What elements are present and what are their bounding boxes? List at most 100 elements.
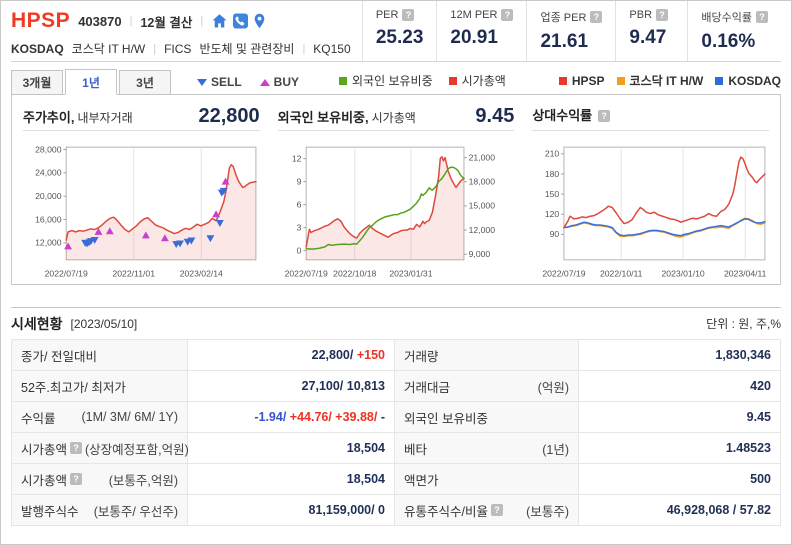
svg-text:210: 210 bbox=[545, 149, 560, 159]
row-value: 1,830,346 bbox=[578, 339, 781, 371]
chart-subtitle: 시가총액 bbox=[371, 111, 416, 125]
home-icon[interactable] bbox=[211, 13, 228, 29]
row-label: 시가총액 bbox=[21, 442, 68, 457]
svg-text:21,000: 21,000 bbox=[468, 152, 495, 162]
svg-text:15,000: 15,000 bbox=[468, 201, 495, 211]
row-label-sub: (억원) bbox=[537, 380, 569, 395]
row-label: 유통주식수/비율 bbox=[404, 504, 488, 519]
row-label: 종가/ 전일대비 bbox=[21, 349, 97, 364]
svg-text:3: 3 bbox=[296, 222, 301, 232]
row-value: 18,504 bbox=[187, 432, 395, 464]
row-label: 시가총액 bbox=[21, 473, 68, 488]
help-icon[interactable]: ? bbox=[501, 9, 514, 21]
sell-legend: SELL bbox=[197, 75, 242, 89]
stat-label: PBR bbox=[629, 9, 653, 21]
legend-hpsp: HPSP bbox=[558, 74, 605, 88]
market-name: KOSDAQ bbox=[11, 41, 64, 56]
row-value: 46,928,068 / 57.82 bbox=[578, 494, 781, 526]
foreign-marketcap-chart: 2022/07/19 2022/10/18 2023/01/31 0 3 6 9 12 9,00… bbox=[284, 146, 495, 279]
help-icon[interactable]: ? bbox=[402, 9, 415, 21]
stat-12m-per: 12M PER? 20.91 bbox=[437, 1, 528, 61]
stat-value: 25.23 bbox=[375, 27, 424, 48]
stat-industry-per: 업종 PER? 21.61 bbox=[527, 1, 617, 61]
relative-return-chart: 2022/07/19 2022/10/11 2023/01/10 2023/04/11… bbox=[543, 146, 767, 279]
fics-sector: 반도체 및 관련장비 bbox=[199, 42, 295, 56]
legend-swatch bbox=[715, 76, 724, 85]
stat-label: 업종 PER bbox=[540, 12, 587, 24]
svg-text:2022/07/19: 2022/07/19 bbox=[284, 269, 327, 279]
chart-title: 외국인 보유비중, bbox=[277, 110, 369, 125]
trade-legend: SELL BUY bbox=[197, 75, 299, 89]
company-header: HPSP 403870 | 12월 결산 | KOSDAQ 코스닥 IT H/W… bbox=[11, 1, 781, 62]
svg-text:2023/04/11: 2023/04/11 bbox=[724, 269, 767, 279]
divider: | bbox=[153, 42, 157, 55]
buy-legend: BUY bbox=[259, 75, 299, 89]
row-label-sub: (상장예정포함,억원) bbox=[85, 442, 189, 457]
tab-3years[interactable]: 3년 bbox=[119, 70, 171, 95]
svg-text:2022/07/19: 2022/07/19 bbox=[45, 269, 88, 279]
svg-text:6: 6 bbox=[296, 199, 301, 209]
stat-label: 12M PER bbox=[450, 9, 498, 21]
table-row: 종가/ 전일대비 22,800/ +150 거래량 1,830,346 bbox=[11, 339, 781, 371]
price-chart-panel: 주가추이, 내부자거래 22,800 2022/07/19 2022/11/01 2… bbox=[14, 105, 269, 284]
divider: | bbox=[302, 42, 306, 55]
stat-per: PER? 25.23 bbox=[363, 1, 438, 61]
fics-label: FICS bbox=[164, 41, 192, 56]
row-value: 420 bbox=[578, 370, 781, 402]
row-label-sub: (1M/ 3M/ 6M/ 1Y) bbox=[81, 410, 178, 424]
legend-market-cap: 시가총액 bbox=[448, 72, 506, 89]
current-price: 22,800 bbox=[198, 105, 260, 127]
legend-swatch bbox=[558, 76, 567, 85]
svg-text:12,000: 12,000 bbox=[35, 238, 62, 248]
chart-subtitle: 내부자거래 bbox=[77, 111, 133, 125]
svg-text:2022/07/19: 2022/07/19 bbox=[543, 269, 586, 279]
company-identity: HPSP 403870 | 12월 결산 | KOSDAQ 코스닥 IT H/W… bbox=[11, 1, 351, 61]
chart-title: 상대수익률 bbox=[532, 108, 593, 123]
help-icon[interactable]: ? bbox=[70, 442, 83, 454]
stat-dividend-yield: 배당수익률? 0.16% bbox=[688, 1, 781, 61]
buy-triangle-icon bbox=[259, 78, 270, 86]
charts-container: 주가추이, 내부자거래 22,800 2022/07/19 2022/11/01 2… bbox=[11, 94, 781, 285]
settlement-month: 12월 결산 bbox=[140, 15, 193, 30]
svg-text:2022/11/01: 2022/11/01 bbox=[112, 269, 155, 279]
stat-value: 9.47 bbox=[629, 27, 667, 48]
row-value: 500 bbox=[578, 463, 781, 495]
stat-value: 20.91 bbox=[450, 27, 498, 48]
table-row: 시가총액? (보통주,억원) 18,504 액면가 500 bbox=[11, 463, 781, 495]
stock-code: 403870 bbox=[78, 13, 122, 29]
row-value: 9.45 bbox=[578, 401, 781, 433]
row-label-sub: (보통주) bbox=[526, 504, 569, 519]
help-icon[interactable]: ? bbox=[656, 9, 669, 21]
row-label: 외국인 보유비중 bbox=[404, 411, 488, 426]
legend-swatch bbox=[616, 76, 625, 85]
svg-text:12,000: 12,000 bbox=[468, 225, 495, 235]
help-icon[interactable]: ? bbox=[590, 11, 603, 23]
help-icon[interactable]: ? bbox=[490, 504, 503, 516]
row-label: 52주.최고가/ 최저가 bbox=[21, 380, 126, 395]
legend-kosdaq-it: 코스닥 IT H/W bbox=[616, 72, 703, 89]
divider: | bbox=[200, 15, 204, 27]
row-label: 거래량 bbox=[404, 349, 439, 364]
row-label: 거래대금 bbox=[404, 380, 451, 395]
tab-1year[interactable]: 1년 bbox=[65, 69, 117, 95]
phone-icon[interactable] bbox=[232, 13, 249, 29]
row-value: -1.94/ +44.76/ +39.88/ - bbox=[187, 401, 395, 433]
chart-title: 주가추이, bbox=[23, 110, 75, 125]
relative-return-chart-panel: 상대수익률 ? 2022/07/19 2022/10/11 2023/01/10 20… bbox=[523, 105, 778, 284]
help-icon[interactable]: ? bbox=[756, 11, 768, 23]
svg-text:90: 90 bbox=[550, 229, 560, 239]
row-value: 18,504 bbox=[187, 463, 395, 495]
svg-text:24,000: 24,000 bbox=[35, 168, 62, 178]
divider bbox=[277, 130, 515, 131]
row-value: 27,100/ 10,813 bbox=[187, 370, 395, 402]
location-pin-icon[interactable] bbox=[253, 13, 266, 29]
tab-3months[interactable]: 3개월 bbox=[11, 70, 63, 95]
row-label-sub: (보통주/ 우선주) bbox=[93, 504, 178, 519]
svg-text:28,000: 28,000 bbox=[35, 144, 62, 154]
svg-text:9: 9 bbox=[296, 176, 301, 186]
index-membership: KQ150 bbox=[313, 41, 351, 56]
row-label: 수익률 bbox=[21, 411, 56, 426]
row-value: 1.48523 bbox=[578, 432, 781, 464]
help-icon[interactable]: ? bbox=[598, 110, 611, 122]
help-icon[interactable]: ? bbox=[70, 473, 83, 485]
